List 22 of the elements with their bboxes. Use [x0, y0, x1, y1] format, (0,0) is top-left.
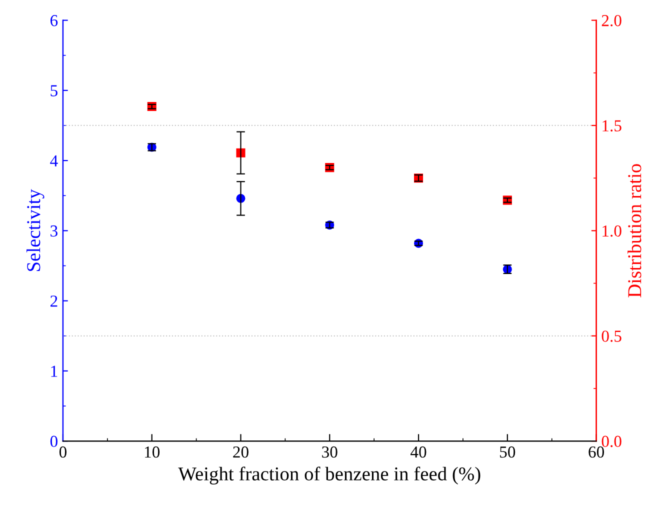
x-tick-label: 10	[144, 446, 160, 458]
x-tick-label: 0	[59, 446, 67, 458]
x-axis-title: Weight fraction of benzene in feed (%)	[178, 466, 480, 485]
y2-axis-title: Distribution ratio	[628, 164, 642, 298]
y2-tick-label: 1.0	[602, 225, 622, 237]
y-tick-label: 2	[50, 296, 58, 307]
x-tick-label: 20	[233, 446, 248, 458]
y-tick-label: 3	[50, 225, 58, 237]
y2-tick-label: 1.5	[602, 120, 622, 132]
x-tick-label: 30	[322, 446, 338, 458]
y-tick-label: 0	[50, 436, 58, 448]
y-tick-label: 1	[51, 366, 58, 377]
y2-tick-label: 0.0	[602, 436, 622, 448]
x-tick-label: 60	[588, 446, 604, 458]
y2-tick-label: 0.5	[602, 330, 622, 342]
y-tick-label: 6	[50, 15, 58, 26]
x-tick-label: 40	[410, 446, 426, 458]
y-axis-title: Selectivity	[26, 189, 44, 271]
x-tick-label: 50	[500, 446, 516, 458]
y2-tick-label: 2.0	[602, 14, 622, 26]
y-tick-label: 4	[50, 155, 58, 166]
y-tick-label: 5	[50, 85, 58, 96]
